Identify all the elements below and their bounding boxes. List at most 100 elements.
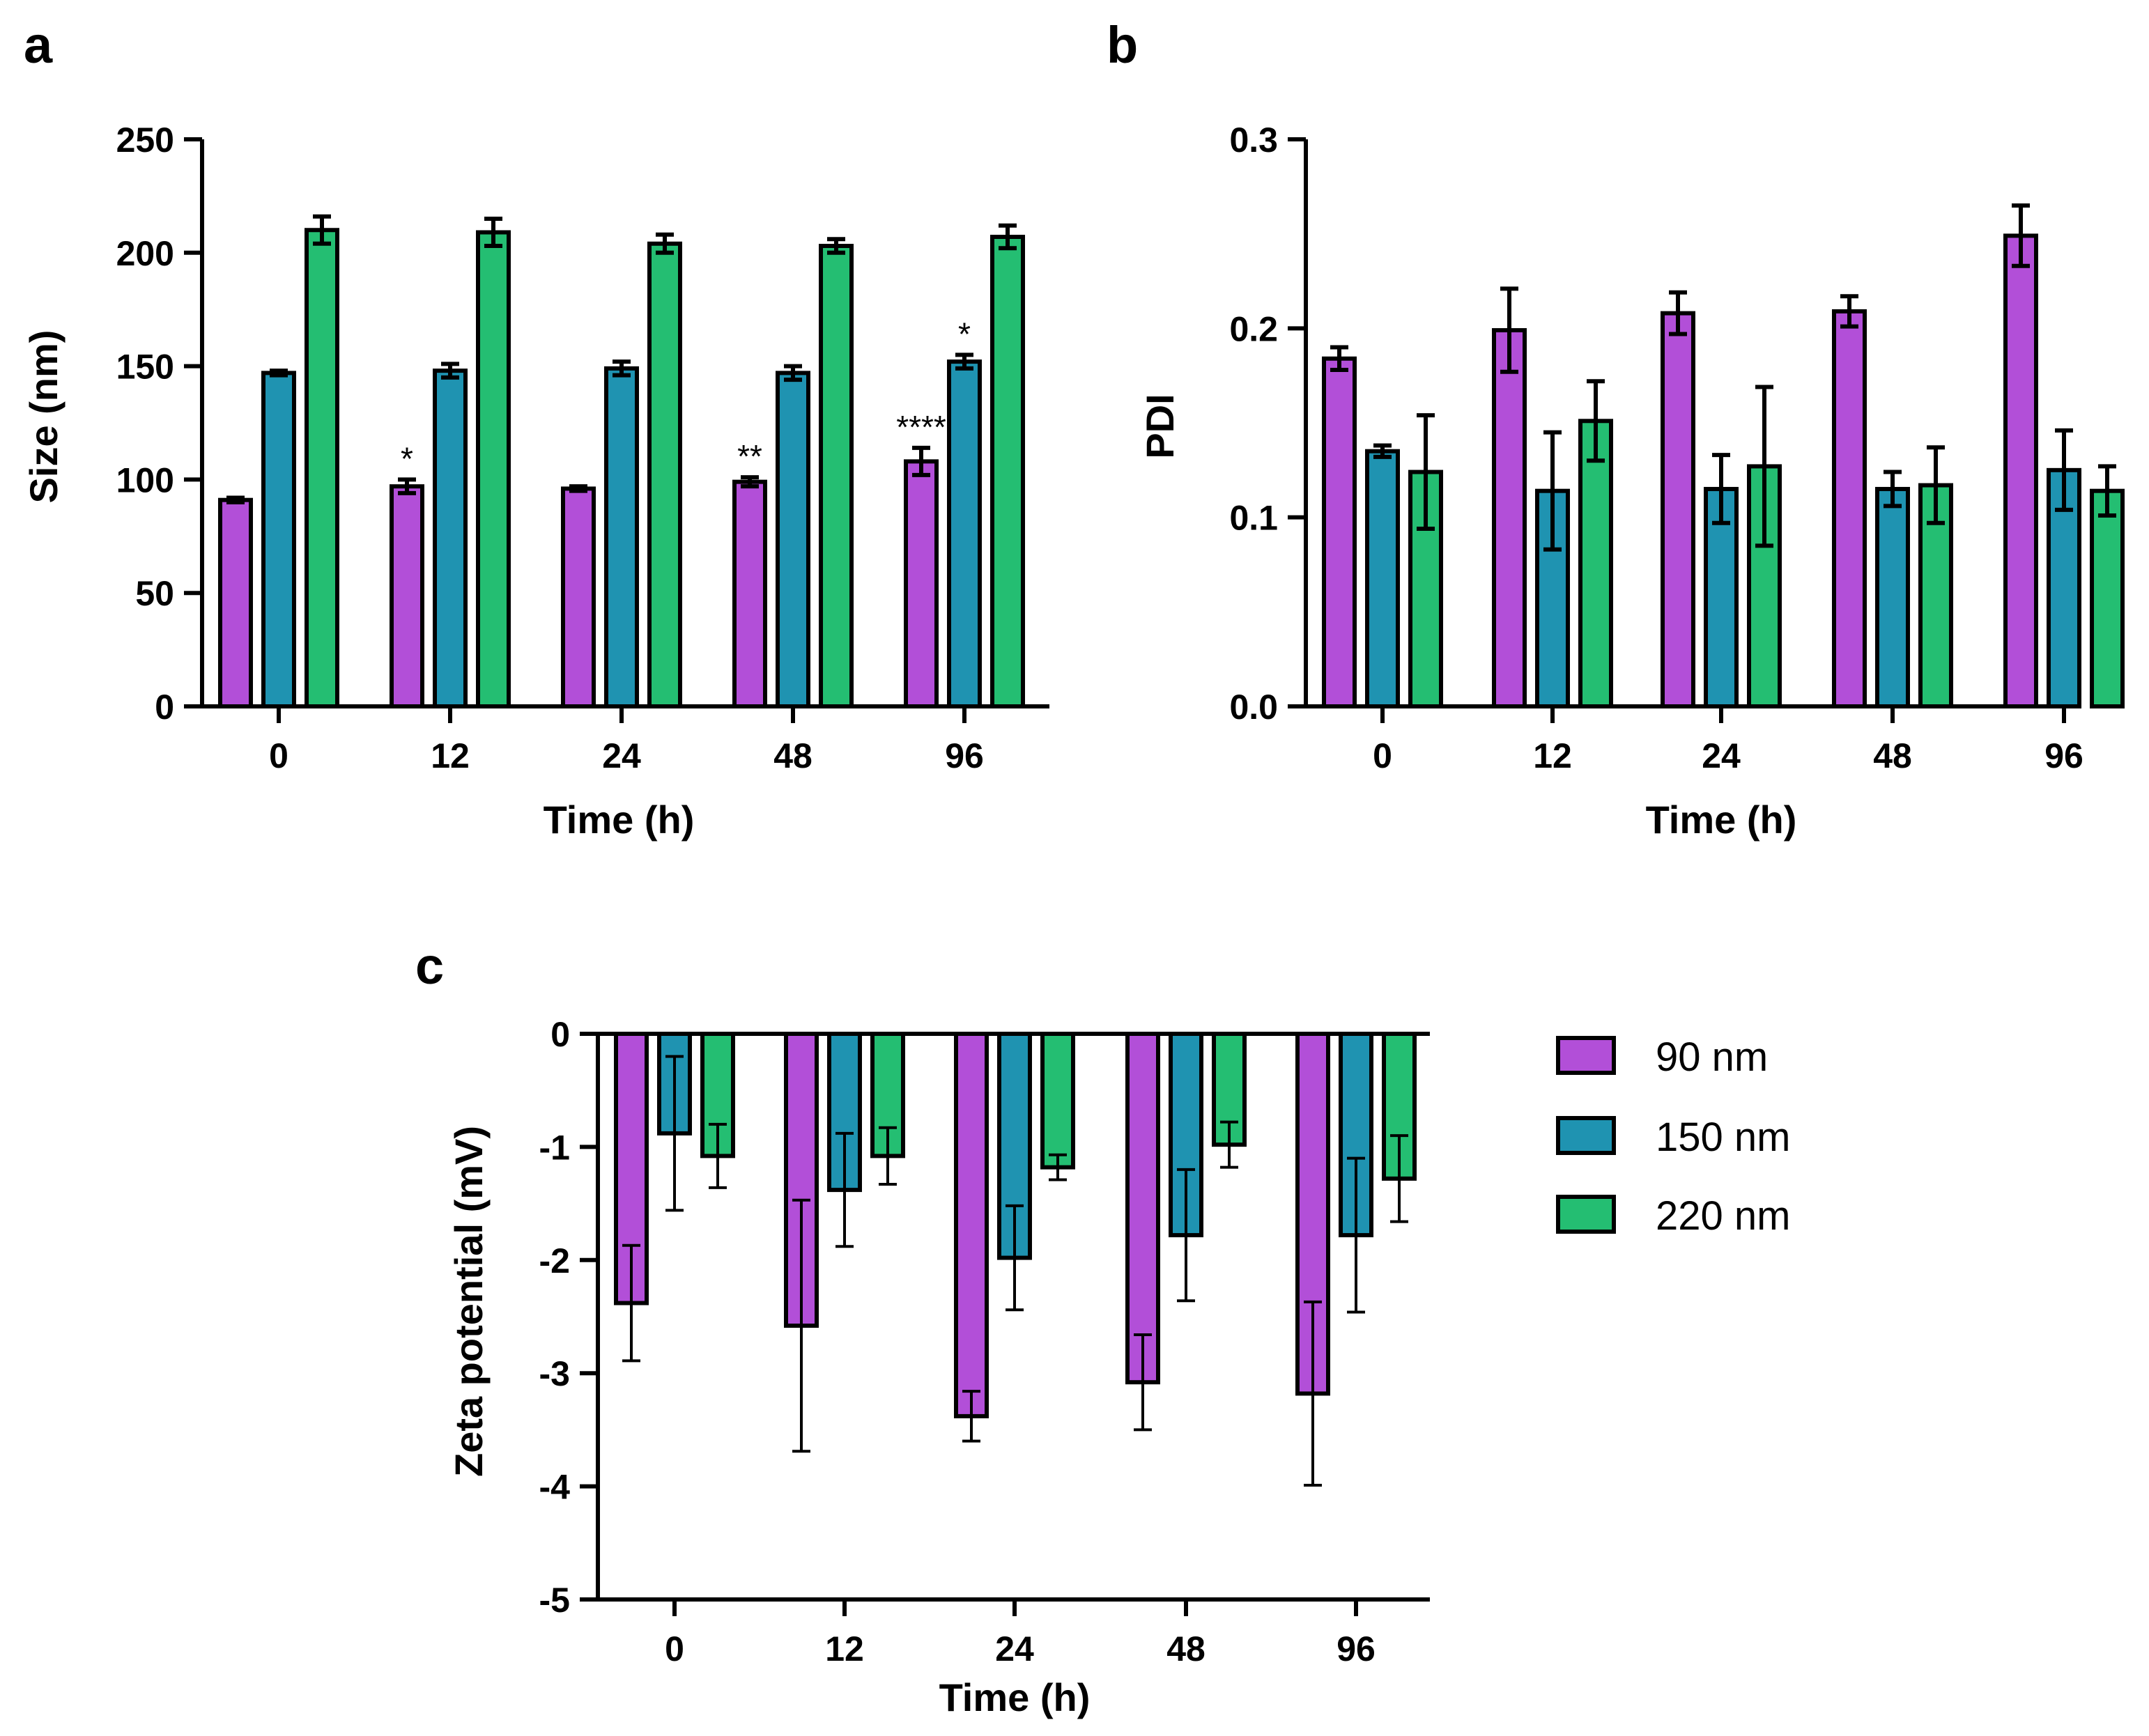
panel-c-zeta-chart: c 0 -1 -2 -3 -4 -5 0 12 24 48 96 Time (h) Zeta pot… — [415, 937, 1430, 1719]
panel-c-x-tick-label: 48 — [1166, 1629, 1206, 1668]
panel-b-bar-150nm-t0 — [1365, 449, 1400, 708]
panel-a-error-bar-90nm-t0 — [226, 495, 245, 504]
panel-a-y-tick-label: 100 — [116, 460, 174, 499]
panel-a-bar-220nm-t48 — [819, 244, 854, 709]
panel-b-x-tick-label: 12 — [1533, 736, 1572, 775]
panel-a-y-tick-label: 150 — [116, 348, 174, 387]
panel-a-error-bar-220nm-t96 — [999, 223, 1017, 251]
panel-a-y-tick-label: 200 — [116, 234, 174, 273]
panel-a-letter: a — [24, 16, 53, 74]
panel-b-pdi-chart: b 0.0 0.1 0.2 0.3 0 12 24 48 96 Time (h) PDI — [1107, 16, 2125, 842]
panel-a-bar-90nm-t96 — [904, 459, 939, 708]
panel-b-error-bar-90nm-t48 — [1840, 294, 1858, 329]
panel-c-x-axis-title: Time (h) — [939, 1675, 1091, 1719]
panel-c-y-axis-title: Zeta potential (mV) — [447, 1126, 491, 1477]
panel-a-bar-220nm-t12 — [476, 230, 511, 709]
panel-a-x-axis-title: Time (h) — [544, 798, 695, 842]
panel-b-bar-220nm-t96 — [2090, 488, 2125, 708]
legend-label-220nm: 220 nm — [1656, 1193, 1790, 1239]
legend-item-90nm: 90 nm — [1556, 1034, 1768, 1080]
panel-a-significance-90nm-t12: * — [401, 440, 413, 476]
panel-c-error-bar-150nm-t24 — [1006, 1204, 1024, 1312]
panel-a-bar-220nm-t24 — [647, 241, 682, 708]
panel-b-x-tick-label: 96 — [2044, 736, 2083, 775]
panel-a-bar-220nm-t96 — [990, 235, 1025, 708]
panel-a-x-tick-label: 96 — [945, 736, 984, 775]
panel-a-x-tick-label: 24 — [602, 736, 641, 775]
panel-a-error-bar-90nm-t12 — [398, 477, 416, 495]
legend-swatch-90nm — [1556, 1036, 1616, 1075]
panel-a-error-bar-150nm-t0 — [270, 369, 288, 378]
panel-a-y-tick-label: 50 — [135, 574, 174, 613]
panel-b-y-tick-label: 0.2 — [1229, 309, 1278, 348]
legend-swatch-150nm — [1556, 1116, 1616, 1155]
panel-b-y-tick-label: 0.3 — [1229, 121, 1278, 160]
panel-b-bar-90nm-t96 — [2003, 233, 2038, 708]
panel-b-error-bar-220nm-t96 — [2098, 464, 2116, 518]
panel-b-letter: b — [1107, 16, 1138, 74]
panel-b-error-bar-220nm-t24 — [1755, 385, 1773, 548]
panel-c-error-bar-150nm-t96 — [1347, 1156, 1365, 1314]
panel-a-bar-90nm-t48 — [732, 479, 767, 708]
panel-b-error-bar-220nm-t12 — [1587, 379, 1605, 463]
legend: 90 nm 150 nm 220 nm — [1556, 1034, 1790, 1239]
legend-item-220nm: 220 nm — [1556, 1193, 1790, 1239]
panel-b-bar-90nm-t48 — [1832, 309, 1867, 708]
panel-a-bar-150nm-t24 — [604, 366, 639, 709]
panel-b-y-axis-title: PDI — [1138, 394, 1182, 458]
panel-c-x-tick-label: 12 — [825, 1629, 864, 1668]
panel-c-error-bar-150nm-t0 — [665, 1055, 684, 1212]
panel-a-bar-150nm-t48 — [776, 371, 810, 708]
panel-a-error-bar-90nm-t96 — [912, 445, 930, 477]
panel-a-significance-150nm-t96: * — [958, 316, 971, 352]
panel-b-x-axis-title: Time (h) — [1646, 798, 1797, 842]
panel-a-bar-90nm-t0 — [218, 497, 253, 708]
legend-item-150nm: 150 nm — [1556, 1115, 1790, 1160]
panel-b-bar-220nm-t12 — [1578, 419, 1613, 709]
panel-b-error-bar-220nm-t48 — [1927, 445, 1945, 525]
legend-swatch-220nm — [1556, 1195, 1616, 1234]
panel-a-error-bar-90nm-t48 — [741, 475, 759, 489]
panel-b-y-tick-label: 0.1 — [1229, 499, 1278, 538]
panel-c-error-bar-150nm-t12 — [835, 1131, 854, 1248]
panel-b-error-bar-90nm-t0 — [1330, 345, 1348, 373]
panel-c-error-bar-220nm-t12 — [879, 1126, 897, 1186]
panel-c-bar-90nm-t48 — [1125, 1032, 1160, 1385]
panel-a-bar-90nm-t12 — [390, 484, 424, 709]
panel-a-error-bar-150nm-t12 — [441, 362, 459, 380]
panel-b-bar-150nm-t48 — [1875, 486, 1910, 708]
panel-b-error-bar-220nm-t0 — [1417, 413, 1435, 531]
panel-b-error-bar-150nm-t0 — [1373, 443, 1392, 459]
panel-a-error-bar-220nm-t12 — [484, 216, 502, 249]
panel-b-error-bar-90nm-t24 — [1669, 290, 1687, 336]
panel-a-bar-150nm-t0 — [261, 371, 296, 708]
panel-c-bar-90nm-t24 — [954, 1032, 989, 1418]
panel-a-y-axis-title: Size (nm) — [22, 330, 66, 504]
panel-c-error-bar-90nm-t0 — [622, 1243, 640, 1363]
panel-c-error-bar-90nm-t12 — [792, 1198, 810, 1453]
panel-a-bar-90nm-t24 — [561, 486, 596, 708]
panel-b-bar-90nm-t24 — [1661, 311, 1695, 709]
panel-a-error-bar-90nm-t24 — [569, 484, 587, 493]
panel-c-error-bar-90nm-t48 — [1134, 1333, 1152, 1432]
panel-c-y-tick-label: -5 — [539, 1581, 570, 1620]
legend-label-90nm: 90 nm — [1656, 1034, 1768, 1080]
panel-c-y-tick-label: 0 — [550, 1015, 570, 1054]
panel-a-bar-150nm-t96 — [947, 359, 982, 708]
panel-c-x-tick-label: 96 — [1337, 1629, 1376, 1668]
panel-c-y-tick-label: -3 — [539, 1354, 570, 1393]
panel-b-error-bar-150nm-t12 — [1543, 430, 1562, 552]
panel-c-y-tick-label: -1 — [539, 1128, 570, 1167]
panel-c-letter: c — [415, 937, 444, 995]
panel-a-error-bar-150nm-t96 — [955, 352, 973, 371]
panel-c-bar-220nm-t24 — [1040, 1032, 1075, 1170]
panel-a-x-tick-label: 0 — [269, 736, 288, 775]
panel-b-bar-90nm-t12 — [1492, 328, 1527, 708]
panel-b-y-tick-label: 0.0 — [1229, 688, 1278, 727]
panel-b-x-tick-label: 48 — [1873, 736, 1912, 775]
panel-a-error-bar-220nm-t24 — [656, 232, 674, 255]
panel-a-bar-220nm-t0 — [305, 228, 339, 708]
panel-c-y-tick-label: -4 — [539, 1468, 571, 1507]
panel-a-error-bar-220nm-t48 — [827, 237, 845, 255]
